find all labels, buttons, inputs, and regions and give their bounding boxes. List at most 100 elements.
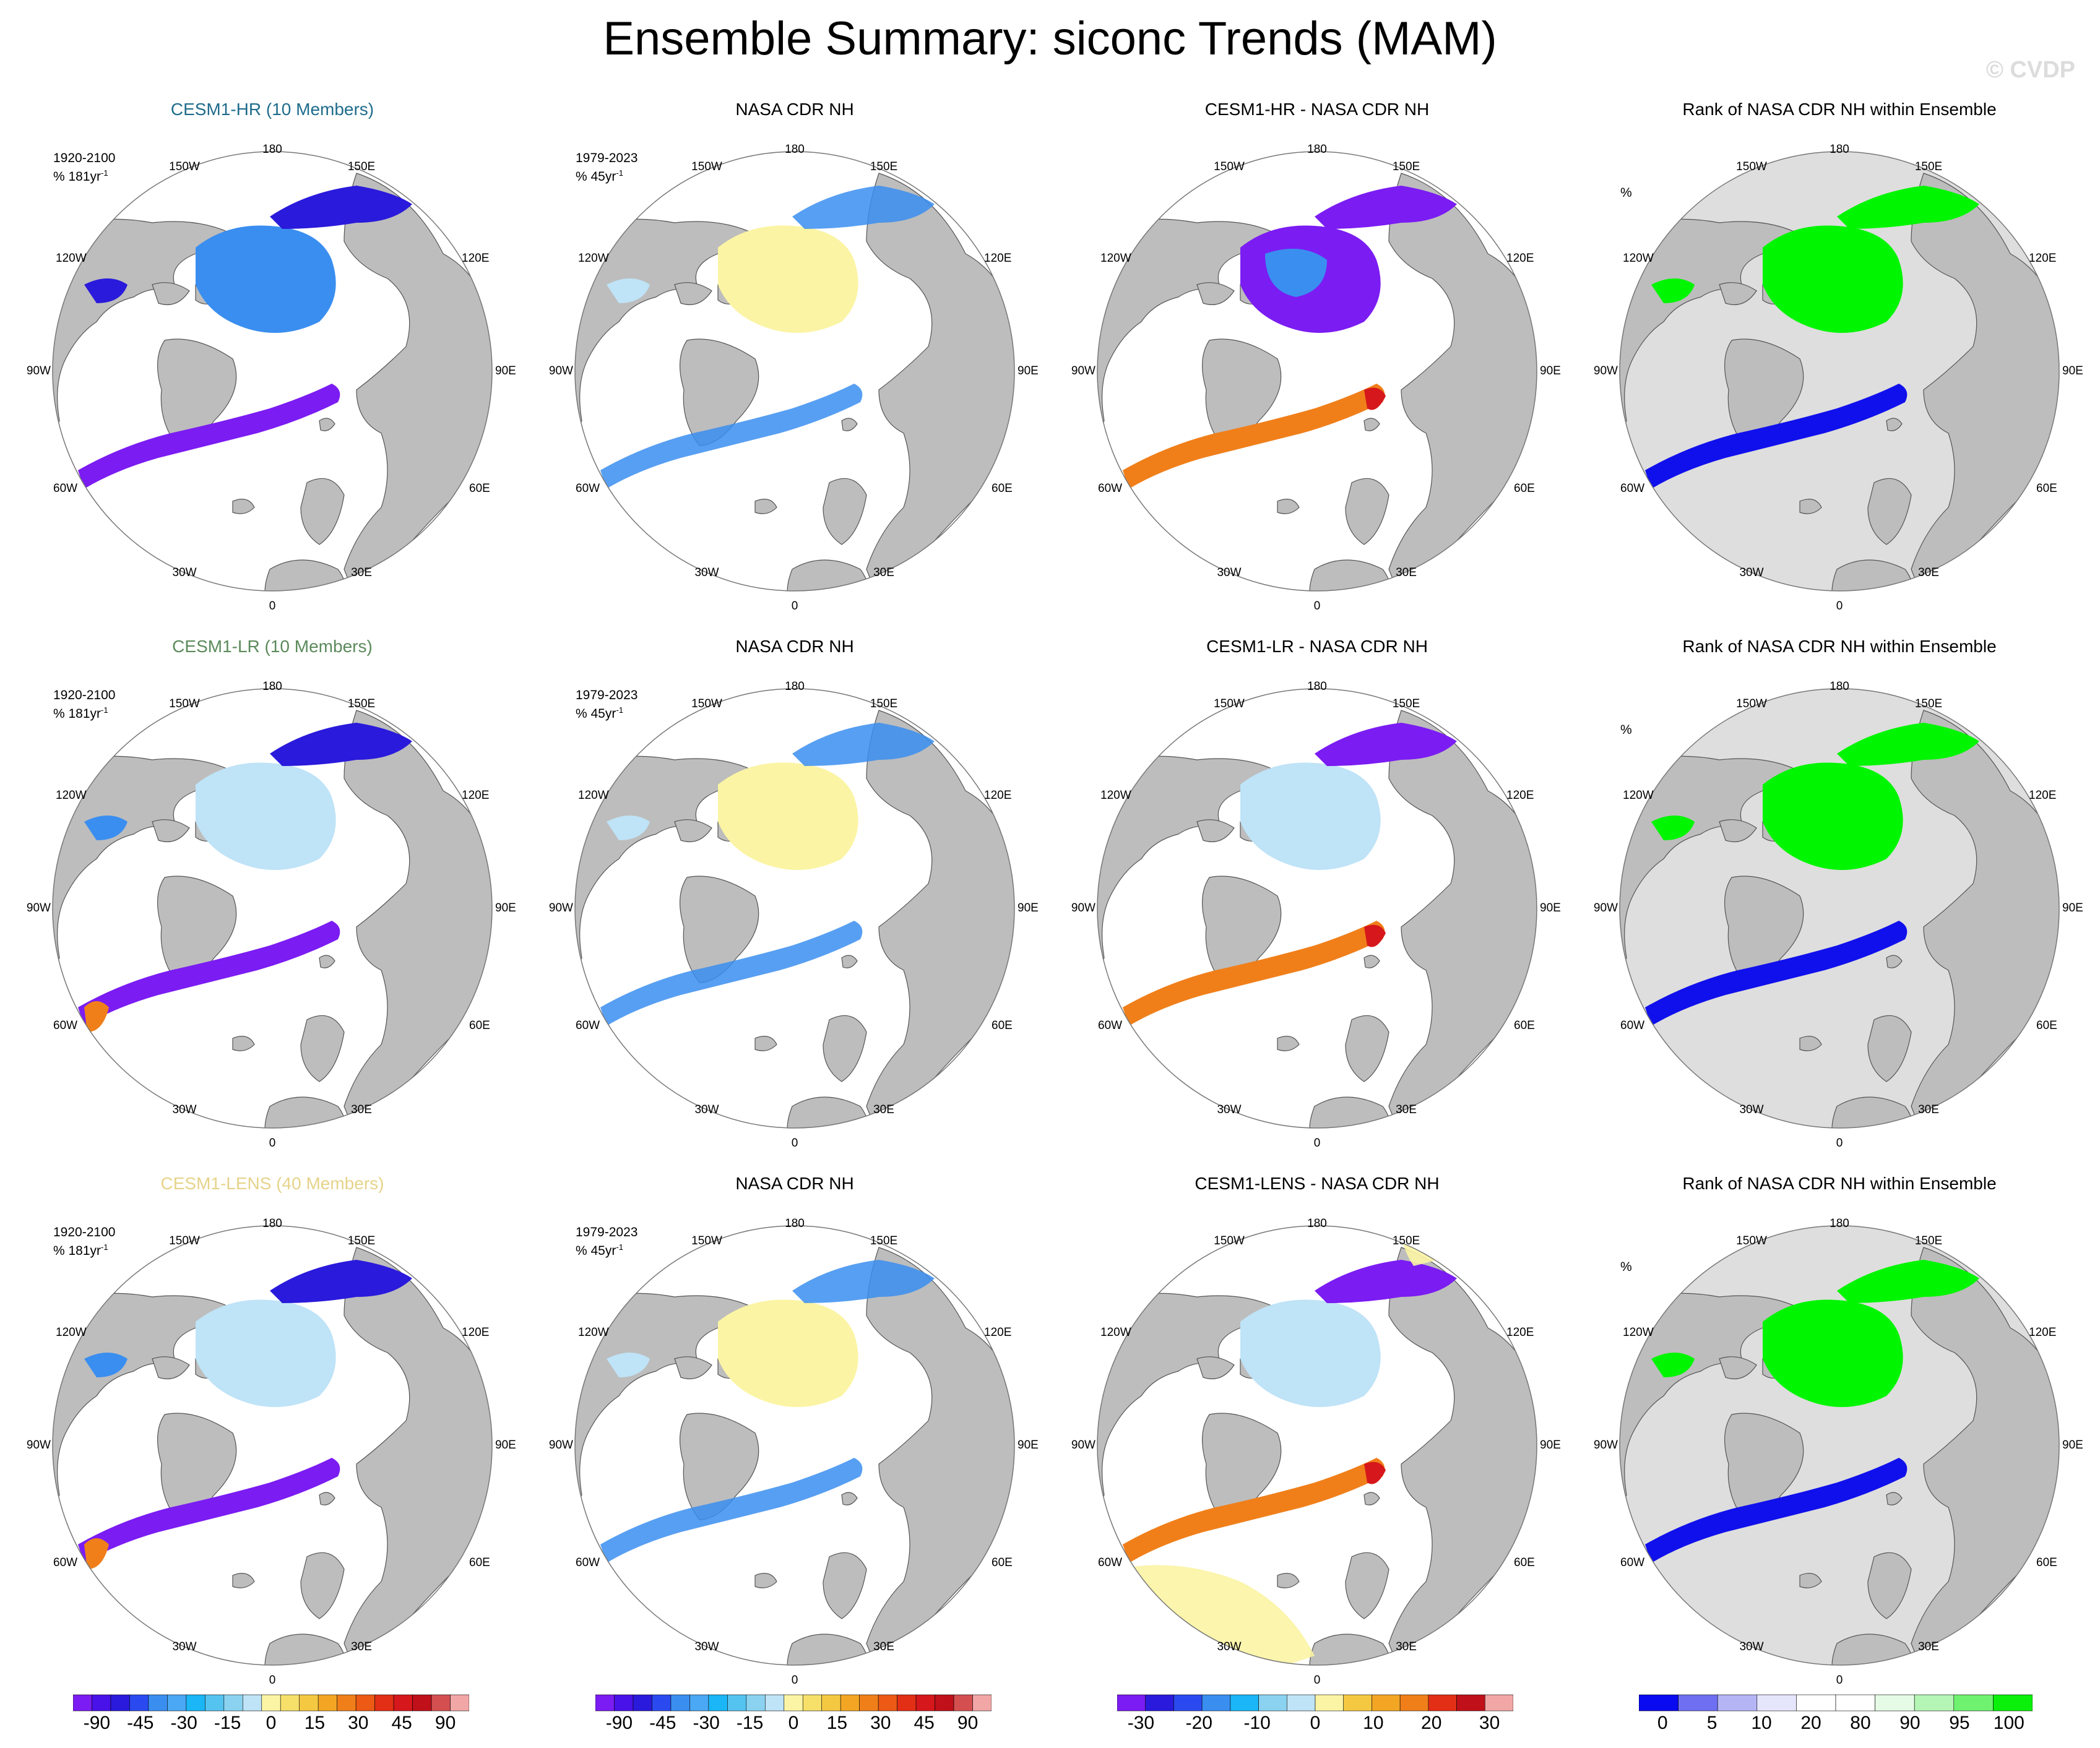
lon-label-30e: 30E	[873, 566, 894, 579]
land-mass	[866, 710, 1014, 1128]
lon-label-30e: 30E	[1396, 1103, 1417, 1116]
colorbar-tick-label: 30	[870, 1713, 891, 1733]
land-mass	[1309, 1096, 1391, 1128]
land-mass	[1886, 418, 1903, 431]
colorbar-swatch	[1258, 1694, 1287, 1711]
lon-label-120e: 120E	[462, 252, 490, 265]
lon-label-90w: 90W	[1071, 364, 1095, 377]
panel-title: Rank of NASA CDR NH within Ensemble	[1682, 637, 1997, 656]
land-mass	[754, 1036, 777, 1051]
period-units-note: 1979-2023% 45yr-1	[576, 151, 637, 184]
lon-label-0: 0	[269, 600, 276, 613]
lon-label-90w: 90W	[548, 1439, 573, 1452]
polar-map	[1619, 1225, 2060, 1666]
units-exponent: -1	[616, 705, 623, 715]
map-boundary	[52, 688, 493, 1129]
lon-label-150e: 150E	[1392, 1234, 1420, 1247]
lon-label-90e: 90E	[495, 364, 516, 377]
colorbar-swatch	[802, 1694, 823, 1711]
lon-label-60w: 60W	[1620, 1019, 1645, 1032]
colorbar-tick-label: 90	[957, 1713, 979, 1733]
colorbar-swatch	[1717, 1694, 1758, 1711]
lon-label-30w: 30W	[172, 1103, 197, 1116]
land-mass	[1799, 499, 1822, 514]
colorbar-swatch	[689, 1694, 709, 1711]
land-mass	[1196, 819, 1235, 843]
colorbar-swatch	[1953, 1694, 1994, 1711]
lon-label-60w: 60W	[576, 482, 600, 495]
lon-label-30e: 30E	[1918, 566, 1939, 579]
units-label: % 45yr-1	[576, 1240, 637, 1259]
land-mass	[1719, 819, 1757, 843]
land-mass	[1345, 478, 1389, 545]
land-mass	[1363, 1492, 1380, 1505]
lon-label-90w: 90W	[1593, 902, 1618, 915]
diff-strong-positive-region	[1364, 924, 1386, 947]
land-mass	[1277, 1573, 1300, 1588]
panel-title: NASA CDR NH	[735, 1174, 854, 1193]
rank-low-region	[1645, 384, 1908, 489]
land-mass	[1196, 282, 1235, 306]
land-mass	[1911, 173, 2059, 591]
colorbar-tick-label: -90	[605, 1713, 633, 1733]
colorbar-swatch	[1835, 1694, 1875, 1711]
lon-label-30w: 30W	[1739, 566, 1764, 579]
land-mass	[1867, 1552, 1912, 1619]
land-mass	[300, 1552, 345, 1619]
colorbar-tick-label: 0	[1657, 1713, 1668, 1733]
lon-label-90e: 90E	[1540, 364, 1561, 377]
lon-label-120e: 120E	[984, 252, 1012, 265]
land-mass	[823, 478, 867, 545]
colorbar-swatch	[708, 1694, 728, 1711]
colorbar-swatch	[1343, 1694, 1372, 1711]
rank-high-region	[1763, 1299, 1903, 1407]
units-text: % 181yr	[53, 707, 102, 721]
colorbar-tick-label: -90	[83, 1713, 111, 1733]
polar-map	[1619, 151, 2060, 592]
map-boundary	[1097, 151, 1537, 592]
colorbar-tick-label: -45	[649, 1713, 676, 1733]
lon-label-90e: 90E	[2062, 902, 2083, 915]
units-text: % 45yr	[576, 170, 616, 184]
trend-positive-region	[718, 762, 858, 870]
colorbar-swatch	[595, 1694, 615, 1711]
colorbar-swatch	[110, 1694, 130, 1711]
lon-label-30w: 30W	[172, 1640, 197, 1653]
colorbar-swatch	[935, 1694, 954, 1711]
colorbar-swatch	[1399, 1694, 1429, 1711]
land-mass	[1277, 1036, 1300, 1051]
land-mass	[866, 1247, 1014, 1665]
trend-weak-region	[607, 1353, 650, 1377]
colorbar-strip	[595, 1694, 992, 1711]
lon-label-150e: 150E	[347, 697, 376, 710]
land-mass	[1886, 955, 1903, 968]
colorbar-swatch	[840, 1694, 860, 1711]
panel-title: CESM1-LENS - NASA CDR NH	[1195, 1174, 1440, 1193]
lon-label-120w: 120W	[56, 789, 87, 802]
lon-label-90e: 90E	[1540, 1439, 1561, 1452]
diff-strong-positive-region	[1364, 387, 1386, 410]
map-boundary	[574, 688, 1015, 1129]
rank-colorbar: 0 5 10 20 80 90 95 100	[1639, 1694, 2033, 1736]
land-mass	[264, 1634, 347, 1665]
land-mass	[319, 955, 335, 968]
trend-weak-region	[607, 816, 650, 840]
colorbar-labels: 0 5 10 20 80 90 95 100	[1639, 1711, 2033, 1736]
colorbar-swatch	[242, 1694, 262, 1711]
map-boundary	[1619, 151, 2060, 592]
trend-strong-negative-region	[270, 723, 412, 766]
colorbar-tick-label: 95	[1949, 1713, 1970, 1733]
polar-map	[52, 688, 493, 1129]
rank-high-region	[1837, 1260, 1979, 1303]
lon-label-30e: 30E	[351, 566, 372, 579]
land-mass	[53, 756, 246, 984]
lon-label-120e: 120E	[2029, 1326, 2057, 1339]
lon-label-150e: 150E	[347, 160, 376, 173]
colorbar-swatch	[412, 1694, 432, 1711]
map-panel-model: CESM1-LR (10 Members) 180 0 150W 150E 120W 120…	[10, 636, 535, 1173]
colorbar-swatch	[1993, 1694, 2033, 1711]
colorbar-swatch	[318, 1694, 337, 1711]
lon-label-120w: 120W	[1100, 1326, 1131, 1339]
land-mass	[232, 1573, 255, 1588]
lon-label-120w: 120W	[1623, 252, 1654, 265]
